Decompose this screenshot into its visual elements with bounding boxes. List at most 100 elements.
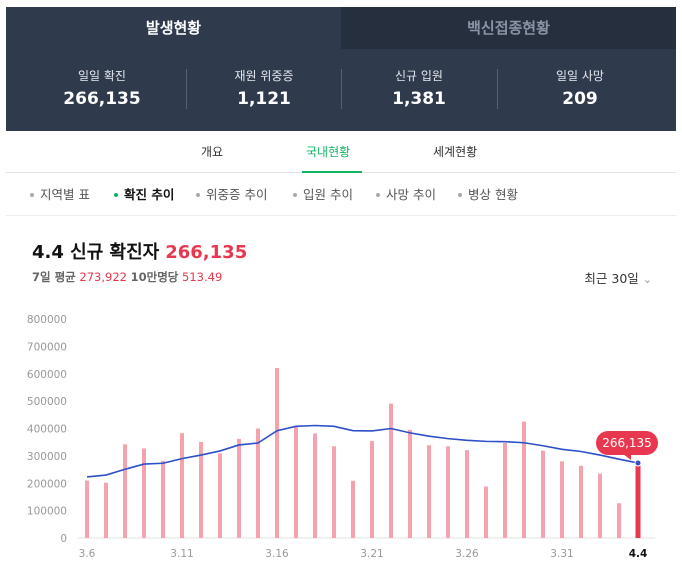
bullet-icon	[458, 192, 462, 197]
bar	[237, 438, 241, 538]
bar	[541, 450, 545, 538]
chart-tab-region-table[interactable]: 지역별 표	[30, 174, 90, 216]
stat-value: 266,135	[63, 89, 141, 109]
range-label: 최근 30일	[584, 271, 639, 286]
tab-vaccination-status[interactable]: 백신접종현황	[341, 7, 676, 49]
x-tick-label: 3.6	[79, 548, 96, 560]
bar	[598, 473, 602, 538]
stat-new-admission: 신규 입원 1,381	[341, 67, 497, 109]
chart-title-text: 4.4 신규 확진자	[32, 242, 160, 263]
y-tick-label: 400000	[27, 424, 67, 436]
bar	[199, 441, 203, 538]
stat-value: 209	[562, 89, 598, 109]
bullet-icon	[114, 192, 118, 197]
chart-title: 4.4 신규 확진자 266,135	[32, 238, 247, 264]
chart-tab-bed-status[interactable]: 병상 현황	[458, 174, 518, 216]
x-tick-label: 3.31	[550, 548, 573, 560]
chart-tab-label: 위중증 추이	[206, 187, 268, 202]
per100k-value: 513.49	[182, 270, 223, 284]
stat-label: 재원 위중증	[234, 69, 294, 83]
divider	[341, 69, 342, 109]
bar	[294, 426, 298, 538]
bar	[635, 465, 641, 538]
stat-daily-confirmed: 일일 확진 266,135	[24, 67, 180, 109]
chart-tab-label: 지역별 표	[40, 187, 90, 202]
bar	[446, 446, 450, 538]
per100k-label: 10만명당	[130, 270, 179, 284]
stat-label: 신규 입원	[395, 69, 443, 83]
seven-day-average-line	[86, 424, 639, 478]
x-tick-label: 3.26	[455, 548, 479, 560]
bar	[408, 429, 412, 538]
average-line-endpoint	[634, 459, 642, 467]
stat-value: 1,121	[237, 89, 291, 109]
bullet-icon	[293, 192, 297, 197]
bar	[313, 433, 317, 538]
chart-type-nav: 지역별 표 확진 추이 위중증 추이 입원 추이 사망 추이 병상 현황	[6, 174, 676, 216]
bar	[560, 461, 564, 538]
y-tick-label: 800000	[27, 314, 67, 326]
stat-daily-deaths: 일일 사망 209	[502, 67, 658, 109]
bar	[85, 480, 89, 538]
bar	[218, 453, 222, 538]
active-tab-indicator	[302, 171, 362, 173]
bar	[104, 482, 108, 538]
stat-value: 1,381	[392, 89, 446, 109]
bar	[351, 480, 355, 538]
chevron-down-icon: ⌄	[642, 273, 652, 286]
bar	[427, 445, 431, 538]
tab-outbreak-status[interactable]: 발생현황	[6, 7, 341, 49]
bar	[503, 443, 507, 538]
bar	[332, 446, 336, 538]
range-dropdown[interactable]: 최근 30일 ⌄	[584, 268, 652, 287]
divider	[497, 69, 498, 109]
sub-nav: 개요 국내현황 세계현황	[6, 131, 676, 173]
bar	[617, 503, 621, 538]
bar	[256, 428, 260, 538]
bar	[484, 486, 488, 538]
bullet-icon	[196, 192, 200, 197]
x-tick-label: 4.4	[629, 548, 648, 560]
bar	[389, 403, 393, 538]
bar	[522, 421, 526, 538]
bar	[465, 450, 469, 538]
value-tooltip	[596, 431, 658, 455]
chart-tab-critical-trend[interactable]: 위중증 추이	[196, 174, 267, 216]
bar	[161, 460, 165, 538]
x-tick-label: 3.21	[360, 548, 383, 560]
tab-world[interactable]: 세계현황	[433, 145, 478, 159]
chart-subtitle: 7일 평균 273,922 10만명당 513.49	[32, 269, 222, 285]
chart-tab-death-trend[interactable]: 사망 추이	[376, 174, 436, 216]
x-tick-label: 3.11	[170, 548, 193, 560]
y-tick-label: 200000	[27, 478, 67, 490]
chart-title-value: 266,135	[165, 242, 248, 263]
bar	[579, 465, 583, 538]
chart-tab-label: 확진 추이	[124, 187, 175, 202]
bar	[123, 444, 127, 538]
chart-tab-admission-trend[interactable]: 입원 추이	[293, 174, 353, 216]
chart-tab-confirmed-trend[interactable]: 확진 추이	[114, 174, 174, 216]
avg-label: 7일 평균	[32, 270, 76, 284]
y-tick-label: 700000	[27, 341, 67, 353]
chart-tab-label: 병상 현황	[468, 187, 518, 202]
bar	[180, 433, 184, 538]
chart-tab-label: 사망 추이	[386, 187, 436, 202]
y-tick-label: 0	[60, 533, 67, 545]
tab-overview[interactable]: 개요	[201, 145, 224, 159]
divider	[186, 69, 187, 109]
tooltip-pointer	[623, 454, 631, 460]
stat-critical: 재원 위중증 1,121	[186, 67, 342, 109]
tab-domestic[interactable]: 국내현황	[306, 145, 351, 159]
chart-tab-label: 입원 추이	[303, 187, 353, 202]
confirmed-cases-chart: 0 100000 200000 300000 400000 500000 600000 700…	[27, 314, 658, 560]
tooltip-text: 266,135	[602, 436, 652, 450]
y-tick-label: 300000	[27, 451, 67, 463]
y-tick-label: 500000	[27, 396, 67, 408]
bar	[142, 448, 146, 538]
bullet-icon	[376, 192, 380, 197]
avg-value: 273,922	[79, 270, 127, 284]
bullet-icon	[30, 192, 34, 197]
bar	[275, 368, 279, 538]
x-tick-label: 3.16	[265, 548, 289, 560]
y-tick-label: 100000	[27, 506, 67, 518]
